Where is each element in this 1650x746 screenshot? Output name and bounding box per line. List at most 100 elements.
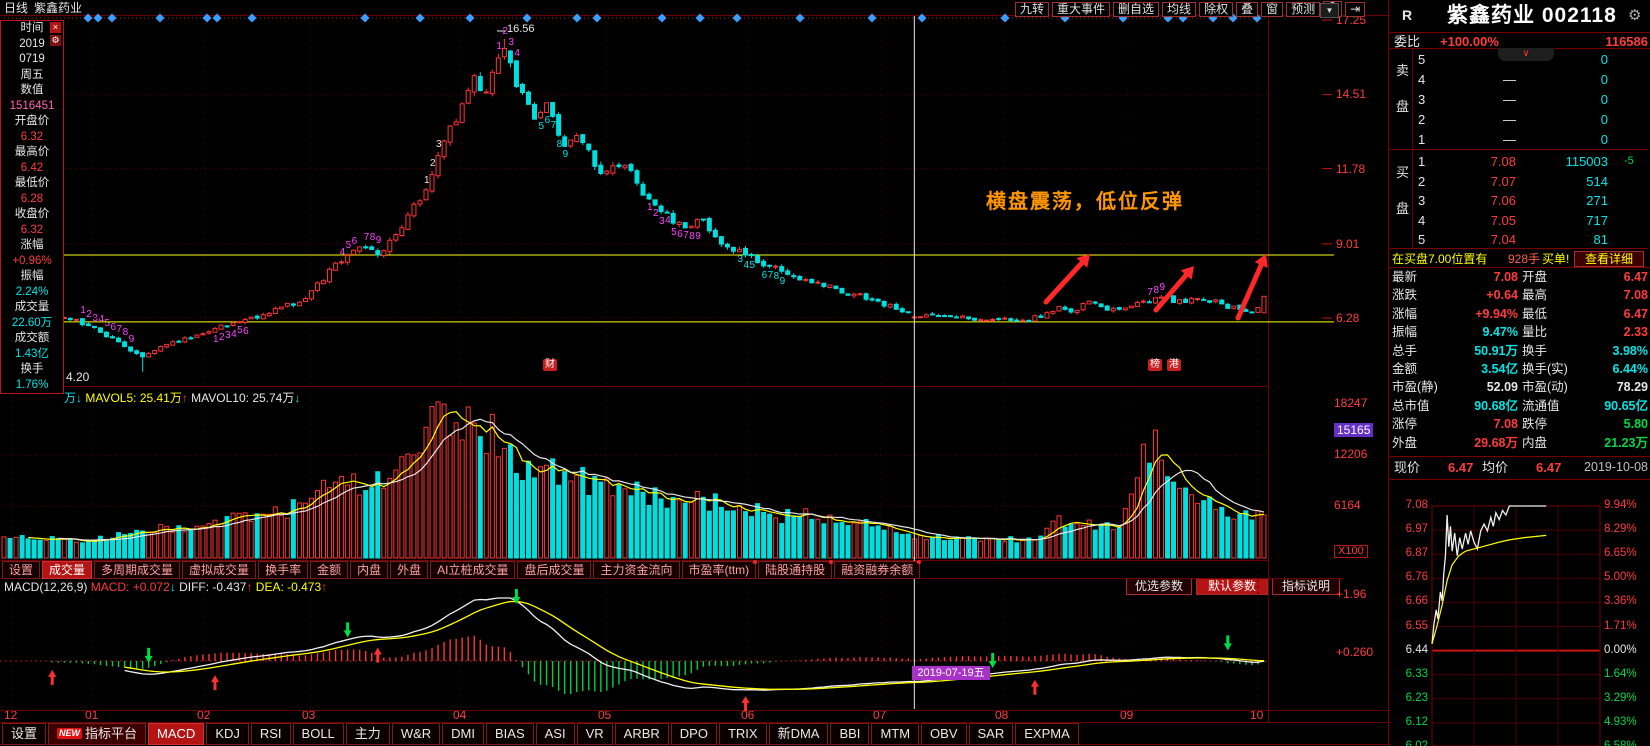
- menu-button-均线[interactable]: 均线: [1162, 2, 1197, 17]
- orderbook-price[interactable]: 7.06: [1490, 193, 1516, 208]
- orderbook-price[interactable]: —: [1503, 72, 1516, 87]
- tab-BIAS[interactable]: BIAS: [486, 723, 534, 745]
- volume-header-segment: ↑: [181, 391, 188, 405]
- menu-button-删自选[interactable]: 删自选: [1113, 2, 1160, 17]
- intraday-price-label: 6.23: [1405, 691, 1428, 704]
- menu-button-九转[interactable]: 九转: [1015, 2, 1050, 17]
- orderbook-volume: 0: [1600, 72, 1608, 87]
- stat-value: 2.33: [1623, 325, 1648, 340]
- nine-turn-digit: 9: [128, 333, 135, 345]
- macd-header: MACD(12,26,9) MACD: +0.072↓ DIFF: -0.437…: [4, 580, 327, 594]
- nine-turn-digit: 7: [683, 230, 689, 242]
- nine-turn-digit: 9: [562, 148, 569, 160]
- tab-ARBR[interactable]: ARBR: [614, 723, 669, 745]
- gear-icon[interactable]: ⚙: [50, 35, 61, 46]
- tab-外盘[interactable]: 外盘: [390, 561, 429, 579]
- month-label-01: 01: [85, 708, 99, 722]
- tab-BOLL[interactable]: BOLL: [292, 723, 344, 745]
- nine-turn-digit: 5: [538, 121, 545, 133]
- tab-VR[interactable]: VR: [576, 723, 613, 745]
- collapse-chevron-icon[interactable]: ∨: [1498, 48, 1554, 61]
- nine-turn-digit: 7: [363, 231, 370, 243]
- view-detail-button[interactable]: 查看详细: [1574, 251, 1644, 267]
- tab-内盘[interactable]: 内盘: [350, 561, 389, 579]
- tab-DMI[interactable]: DMI: [442, 723, 484, 745]
- event-badge-港[interactable]: 港: [1167, 359, 1181, 371]
- tab-KDJ[interactable]: KDJ: [206, 723, 249, 745]
- stat-label: 换手: [1522, 343, 1548, 358]
- tab-成交量[interactable]: 成交量: [42, 561, 93, 579]
- event-badge-财[interactable]: 财: [543, 359, 557, 371]
- month-label-05: 05: [598, 708, 612, 722]
- tab-金额[interactable]: 金额: [310, 561, 349, 579]
- orderbook-row-num: 2: [1418, 173, 1426, 189]
- period-label[interactable]: 日线: [4, 1, 29, 15]
- close-icon[interactable]: ×: [50, 22, 61, 33]
- intraday-date: 2019-10-08: [1584, 460, 1648, 474]
- nine-turn-digit: 4: [665, 215, 671, 227]
- jump-to-latest-icon[interactable]: ⇥: [1345, 2, 1366, 17]
- tab-新DMA[interactable]: 新DMA: [768, 723, 829, 745]
- menu-button-重大事件[interactable]: 重大事件: [1052, 2, 1111, 17]
- orderbook-price[interactable]: —: [1503, 132, 1516, 147]
- tab-换手率[interactable]: 换手率: [258, 561, 309, 579]
- axis-scale-dropdown[interactable]: ▼: [1320, 3, 1339, 18]
- orderbook-delta: -5: [1624, 155, 1634, 167]
- orderbook-price[interactable]: 7.07: [1490, 173, 1516, 189]
- price-axis-label: 11.78: [1336, 161, 1366, 176]
- tab-SAR[interactable]: SAR: [968, 723, 1014, 745]
- tab-TRIX[interactable]: TRIX: [718, 723, 767, 745]
- weibi-label: 委比: [1394, 34, 1421, 49]
- tab-OBV[interactable]: OBV: [921, 723, 967, 745]
- intraday-price-label: 6.76: [1405, 571, 1428, 584]
- orderbook-price[interactable]: 7.04: [1490, 232, 1516, 247]
- top-menu-bar: 日线 紫鑫药业 九转 重大事件 删自选 均线 除权叠窗预测 ⇥: [0, 0, 1390, 17]
- tab-W&R[interactable]: W&R: [391, 723, 441, 745]
- menu-button-除权[interactable]: 除权: [1199, 2, 1234, 17]
- orderbook-price[interactable]: 7.05: [1490, 212, 1516, 228]
- nine-turn-digit: 1: [80, 305, 86, 317]
- tab-MTM[interactable]: MTM: [871, 723, 920, 745]
- nine-turn-digit: 8: [689, 230, 695, 242]
- orderbook-price[interactable]: —: [1503, 112, 1516, 127]
- info-row: 1516451: [9, 99, 55, 112]
- tab-陆股通持股[interactable]: 陆股通持股: [758, 560, 834, 579]
- nine-turn-digit: 1: [496, 40, 502, 52]
- tab-设置[interactable]: 设置: [2, 561, 41, 579]
- info-row: 涨幅: [20, 239, 44, 251]
- param-button-指标说明[interactable]: 指标说明: [1272, 578, 1340, 595]
- orderbook-volume: 0: [1600, 92, 1608, 107]
- tab-虚拟成交量[interactable]: 虚拟成交量: [182, 561, 257, 579]
- divider-line: [0, 710, 1390, 711]
- tab-多周期成交量[interactable]: 多周期成交量: [94, 561, 181, 579]
- tab-设置[interactable]: 设置: [2, 723, 47, 745]
- nine-turn-digit: 5: [237, 324, 243, 336]
- tab-ASI[interactable]: ASI: [535, 723, 575, 745]
- tab-主力资金流向[interactable]: 主力资金流向: [593, 561, 680, 579]
- menu-button-叠[interactable]: 叠: [1236, 2, 1259, 17]
- tab-EXPMA[interactable]: EXPMA: [1015, 723, 1079, 745]
- stat-label: 量比: [1522, 325, 1548, 340]
- orderbook-price[interactable]: —: [1503, 92, 1516, 107]
- tab-盘后成交量[interactable]: 盘后成交量: [517, 561, 592, 579]
- event-badge-榜[interactable]: 榜: [1148, 359, 1162, 371]
- tab-主力[interactable]: 主力: [345, 723, 390, 745]
- buy-side-label: 买: [1396, 165, 1410, 180]
- tab-指标平台[interactable]: NEW 指标平台: [48, 723, 147, 745]
- menu-button-预测[interactable]: 预测: [1286, 2, 1321, 17]
- param-button-默认参数[interactable]: 默认参数: [1196, 578, 1268, 595]
- tab-AI立桩成交量[interactable]: AI立桩成交量: [430, 561, 516, 579]
- tab-MACD[interactable]: MACD: [148, 723, 205, 745]
- tab-市盈率(ttm)[interactable]: 市盈率(ttm): [681, 560, 757, 579]
- nine-turn-digit: 2: [86, 309, 92, 321]
- menu-button-窗[interactable]: 窗: [1261, 2, 1284, 17]
- panel-gear-icon[interactable]: ⚙: [1628, 7, 1642, 24]
- tab-融资融券余额[interactable]: 融资融券余额: [834, 560, 922, 579]
- tab-DPO[interactable]: DPO: [670, 723, 717, 745]
- tab-RSI[interactable]: RSI: [250, 723, 291, 745]
- tab-BBI[interactable]: BBI: [830, 723, 870, 745]
- orderbook-row-num: 5: [1418, 232, 1426, 247]
- intraday-pct-label: 0.00%: [1604, 643, 1637, 656]
- stat-value: 29.68万: [1474, 435, 1518, 450]
- orderbook-price[interactable]: 7.08: [1490, 154, 1516, 169]
